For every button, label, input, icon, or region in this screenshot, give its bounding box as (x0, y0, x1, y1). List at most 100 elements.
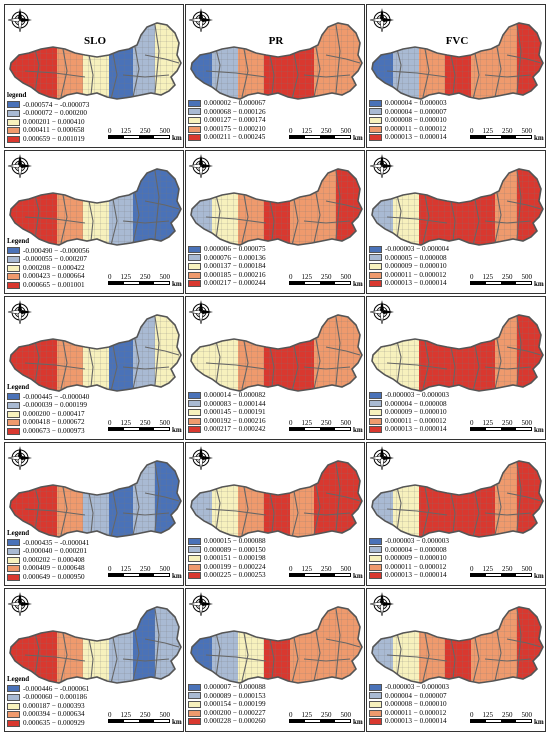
legend-swatch (369, 563, 382, 571)
legend-title: Legend (7, 237, 30, 245)
legend-item: 0.000175 − 0.000210 (188, 125, 266, 134)
legend: 0.000007 − 0.000088 0.000089 − 0.000153 0.… (188, 683, 266, 726)
legend-range: 0.000185 − 0.000216 (204, 270, 266, 279)
north-arrow-icon (188, 8, 213, 33)
legend-range: 0.000083 − 0.000144 (204, 399, 266, 408)
scale-bar-graphic (108, 573, 170, 577)
legend-item: 0.000076 − 0.000136 (188, 254, 266, 263)
legend-range: 0.000013 − 0.000014 (385, 133, 447, 142)
legend-range: 0.000665 − 0.001001 (23, 280, 85, 289)
legend: -0.000003 − 0.000003 0.000004 − 0.000007 0… (369, 683, 449, 726)
legend-range: 0.000004 − 0.000007 (385, 691, 447, 700)
choropleth-map (371, 22, 544, 100)
map-panel-pr: 0.000014 − 0.000082 0.000083 − 0.000144 0.… (185, 296, 365, 440)
legend-item: 0.000199 − 0.000224 (188, 563, 266, 572)
legend-item: 0.000004 − 0.000007 (369, 692, 449, 701)
legend-swatch (7, 693, 20, 701)
legend-swatch (369, 116, 382, 124)
legend-range: 0.000175 − 0.000210 (204, 124, 266, 133)
map-panel-slo: Legend -0.000446 − -0.000061 -0.000060 − 0… (4, 588, 184, 732)
scale-tick: 250 (502, 273, 513, 281)
legend-item: 0.000013 − 0.000014 (369, 425, 449, 434)
legend-item: 0.000635 − 0.000929 (7, 719, 89, 728)
legend-title: Legend (7, 529, 30, 537)
legend-range: -0.000446 − -0.000061 (23, 684, 90, 693)
map-panel-slo: SLO legend -0.000574 − -0.000073 -0.000072 … (4, 4, 184, 148)
scale-bar-graphic (289, 281, 351, 285)
scale-tick: 125 (120, 273, 132, 281)
legend-item: 0.000008 − 0.000010 (369, 700, 449, 709)
legend-swatch (369, 426, 382, 434)
scale-bar: 0 125 250 500 km (108, 565, 182, 580)
scale-bar-graphic (289, 135, 351, 139)
legend-swatch (369, 280, 382, 288)
legend-swatch (7, 247, 20, 255)
map-panel-slo: Legend -0.000435 − -0.000041 -0.000040 − 0… (4, 442, 184, 586)
legend-item: 0.000137 − 0.000184 (188, 262, 266, 271)
legend-range: -0.000445 − -0.000040 (23, 392, 90, 401)
legend-range: 0.000151 − 0.000198 (204, 554, 266, 563)
legend-item: 0.000015 − 0.000088 (188, 537, 266, 546)
scale-bar: 0 125 250 500 km (470, 273, 544, 288)
legend-item: 0.000014 − 0.000082 (188, 391, 266, 400)
legend-range: -0.000003 − 0.000004 (385, 245, 449, 253)
scale-tick: 500 (521, 419, 533, 427)
legend-item: -0.000445 − -0.000040 (7, 393, 89, 402)
legend-item: 0.000217 − 0.000242 (188, 425, 266, 434)
legend-range: -0.000574 − -0.000073 (23, 100, 90, 109)
legend: 0.000002 − 0.000067 0.000068 − 0.000126 0.… (188, 99, 266, 142)
scale-tick: 500 (159, 711, 171, 719)
legend-item: -0.000003 − 0.000004 (369, 245, 449, 254)
legend-range: 0.000014 − 0.000082 (204, 391, 266, 399)
legend-item: 0.000665 − 0.001001 (7, 281, 89, 290)
map-panel-pr: 0.000006 − 0.000075 0.000076 − 0.000136 0.… (185, 150, 365, 294)
scale-tick: 250 (140, 127, 151, 135)
legend-range: -0.000490 − -0.000056 (23, 246, 90, 255)
legend-range: 0.000394 − 0.000634 (23, 710, 85, 719)
scale-tick: 250 (321, 273, 332, 281)
choropleth-map (190, 314, 363, 392)
scale-unit: km (172, 718, 182, 726)
legend-item: 0.000004 − 0.000007 (369, 108, 447, 117)
legend-swatch (369, 271, 382, 279)
legend-swatch (188, 108, 201, 116)
legend-range: 0.000217 − 0.000242 (204, 425, 266, 434)
legend-range: 0.000199 − 0.000224 (204, 562, 266, 571)
legend-swatch (369, 546, 382, 554)
legend-swatch (188, 683, 201, 691)
legend-item: 0.000005 − 0.000008 (369, 254, 449, 263)
scale-tick: 250 (140, 711, 151, 719)
scale-bar-graphic (289, 573, 351, 577)
map-panel-pr: 0.000007 − 0.000088 0.000089 − 0.000153 0.… (185, 588, 365, 732)
legend-swatch (369, 417, 382, 425)
legend-swatch (188, 391, 201, 399)
legend-range: 0.000211 − 0.000245 (204, 133, 266, 142)
legend-swatch (188, 563, 201, 571)
legend-swatch (369, 125, 382, 133)
legend-item: 0.000009 − 0.000010 (369, 262, 449, 271)
map-panel-fvc: -0.000003 − 0.000003 0.000004 − 0.000007 0… (366, 588, 546, 732)
legend-swatch (369, 683, 382, 691)
legend-range: -0.000060 − 0.000186 (23, 693, 87, 702)
legend-item: 0.000154 − 0.000199 (188, 700, 266, 709)
legend-swatch (369, 99, 382, 107)
legend-swatch (188, 134, 201, 142)
legend-swatch (7, 118, 20, 126)
legend-range: 0.000013 − 0.000014 (385, 279, 447, 288)
legend-swatch (188, 400, 201, 408)
legend-swatch (369, 709, 382, 717)
legend-swatch (7, 719, 20, 727)
north-arrow-icon (369, 154, 394, 179)
legend-swatch (7, 264, 20, 272)
scale-tick: 500 (159, 273, 171, 281)
north-arrow-icon (188, 592, 213, 617)
scale-tick: 0 (289, 711, 293, 719)
scale-tick: 250 (321, 711, 332, 719)
choropleth-map (9, 606, 182, 684)
legend-item: 0.000673 − 0.000973 (7, 427, 89, 436)
legend-item: 0.000409 − 0.000648 (7, 564, 89, 573)
legend-item: 0.000013 − 0.000014 (369, 717, 449, 726)
legend-swatch (188, 99, 201, 107)
north-arrow-icon (7, 154, 32, 179)
north-arrow-icon (188, 446, 213, 471)
